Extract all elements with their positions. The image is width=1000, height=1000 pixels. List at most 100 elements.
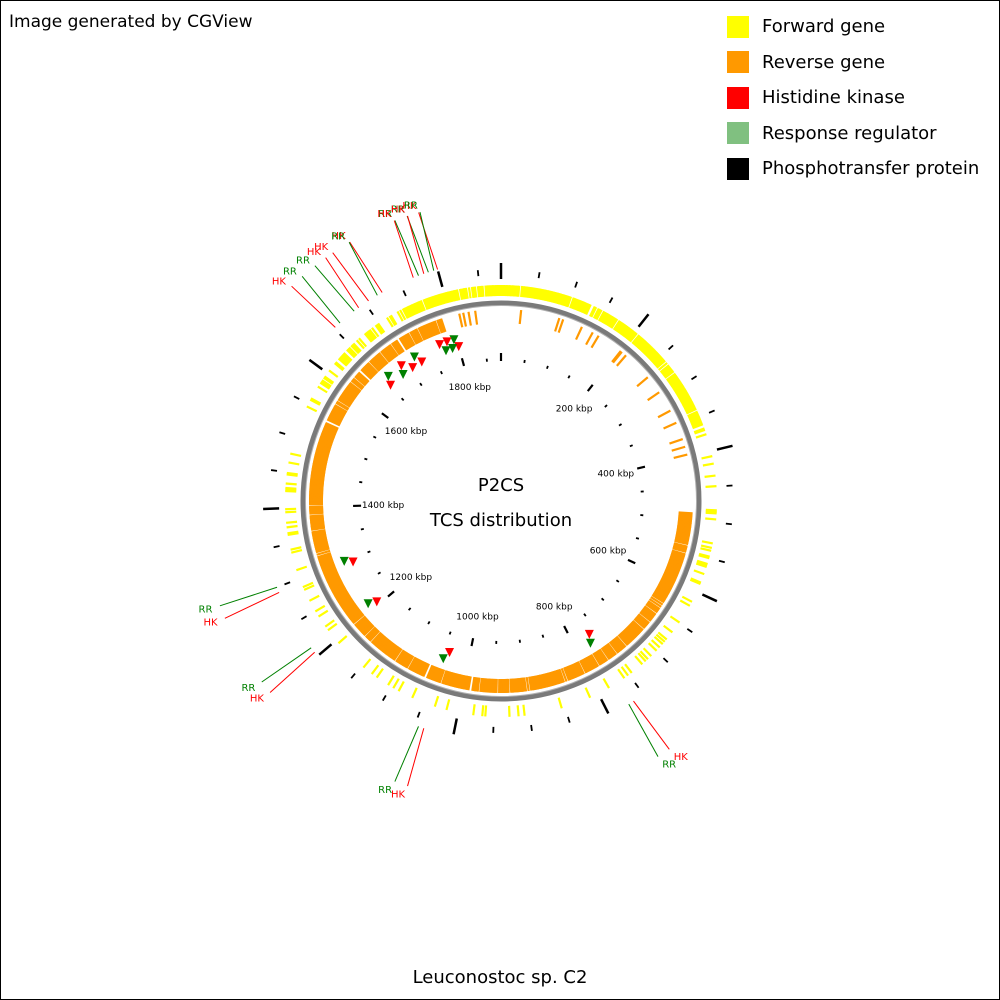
forward-gene-mark <box>449 290 455 302</box>
forward-gene-mark <box>377 322 386 334</box>
forward-gene-mark <box>374 324 383 335</box>
outer-tick <box>300 615 308 621</box>
forward-gene-mark <box>629 332 638 343</box>
reverse-gene-mark <box>669 438 684 445</box>
reverse-gene-mark <box>322 429 336 437</box>
forward-gene-mark <box>679 599 691 607</box>
reverse-gene-mark <box>613 637 625 650</box>
outer-tick <box>637 313 650 328</box>
forward-gene-mark <box>537 288 542 300</box>
outer-tick <box>530 724 533 732</box>
reverse-gene-mark <box>643 605 657 616</box>
forward-gene-mark <box>308 594 320 602</box>
reverse-gene-mark <box>323 426 337 435</box>
forward-gene-mark <box>451 290 457 302</box>
reverse-gene-mark <box>356 618 369 630</box>
reverse-gene-mark <box>678 512 693 516</box>
reverse-gene-mark <box>354 375 367 387</box>
forward-gene-mark <box>676 389 687 397</box>
callout-line <box>325 257 360 309</box>
forward-gene-mark <box>514 285 518 297</box>
reverse-gene-mark <box>346 385 360 396</box>
reverse-gene-mark <box>344 603 357 614</box>
reverse-gene-mark <box>640 609 654 620</box>
reverse-gene-mark <box>665 567 680 575</box>
reverse-gene-mark <box>313 456 328 462</box>
callout-label: HK <box>332 231 347 242</box>
forward-gene-mark <box>470 286 475 299</box>
ruler-tick <box>367 550 371 554</box>
genome-backbone-inner <box>305 305 697 697</box>
reverse-gene-mark <box>618 633 630 646</box>
forward-gene-mark <box>633 336 643 347</box>
reverse-gene-mark <box>437 668 444 683</box>
reverse-gene-mark <box>664 568 679 576</box>
reverse-gene-mark <box>585 656 595 670</box>
reverse-gene-mark <box>320 434 335 442</box>
reverse-gene-mark <box>631 620 643 633</box>
forward-gene-mark <box>653 356 663 366</box>
callout-line <box>224 592 280 619</box>
histidine-kinase-marker <box>386 380 396 390</box>
legend-label: Response regulator <box>762 122 937 144</box>
reverse-gene-mark <box>426 323 434 338</box>
forward-gene-mark <box>643 345 653 355</box>
forward-gene-mark <box>435 294 441 306</box>
callout-line <box>628 703 659 757</box>
forward-gene-mark <box>622 326 631 338</box>
forward-gene-mark <box>600 312 608 323</box>
forward-gene-mark <box>603 313 611 325</box>
reverse-gene-mark <box>382 640 393 654</box>
reverse-gene-mark <box>331 408 345 418</box>
forward-gene-mark <box>563 295 570 307</box>
reverse-gene-mark <box>465 675 471 691</box>
reverse-gene-mark <box>521 677 526 692</box>
reverse-gene-mark <box>310 520 325 525</box>
forward-gene-mark <box>689 578 701 586</box>
reverse-gene-mark <box>391 341 402 355</box>
histidine-kinase-marker <box>396 361 406 371</box>
callout-label: RR <box>662 759 676 770</box>
forward-gene-mark <box>683 402 695 410</box>
reverse-gene-mark <box>656 586 670 596</box>
forward-gene-mark <box>672 382 683 391</box>
reverse-gene-mark <box>676 526 692 531</box>
reverse-gene-mark <box>637 613 650 624</box>
reverse-gene-mark <box>430 666 439 681</box>
forward-gene-mark <box>649 351 659 362</box>
outer-tick <box>452 718 459 735</box>
forward-gene-mark <box>657 362 668 371</box>
callout-line <box>407 215 425 274</box>
reverse-gene-mark <box>403 334 413 348</box>
reverse-gene-mark <box>412 329 422 343</box>
reverse-gene-mark <box>345 387 358 398</box>
forward-gene-mark <box>694 428 706 435</box>
reverse-gene-mark <box>652 592 666 603</box>
reverse-gene-mark <box>345 605 359 616</box>
reverse-gene-mark <box>590 653 600 668</box>
reverse-gene-mark <box>651 593 665 604</box>
reverse-gene-mark <box>433 667 441 682</box>
forward-gene-mark <box>690 417 702 424</box>
reverse-gene-mark <box>372 356 384 369</box>
reverse-gene-mark <box>675 532 690 538</box>
reverse-gene-mark <box>333 405 347 415</box>
reverse-gene-mark <box>464 675 470 690</box>
forward-gene-mark <box>660 365 671 375</box>
reverse-gene-mark <box>364 626 377 639</box>
reverse-gene-mark <box>598 648 609 662</box>
reverse-gene-mark <box>323 568 338 577</box>
forward-gene-mark <box>585 304 592 315</box>
reverse-gene-mark <box>312 462 327 468</box>
outer-tick <box>600 698 610 714</box>
reverse-gene-mark <box>381 349 392 362</box>
reverse-gene-mark <box>677 525 692 530</box>
forward-gene-mark <box>522 704 526 716</box>
reverse-gene-mark <box>310 524 325 529</box>
forward-gene-mark <box>403 307 411 319</box>
legend-label: Reverse gene <box>762 51 886 73</box>
forward-gene-mark <box>530 287 534 299</box>
reverse-gene-mark <box>382 348 393 362</box>
reverse-gene-mark <box>459 674 465 689</box>
